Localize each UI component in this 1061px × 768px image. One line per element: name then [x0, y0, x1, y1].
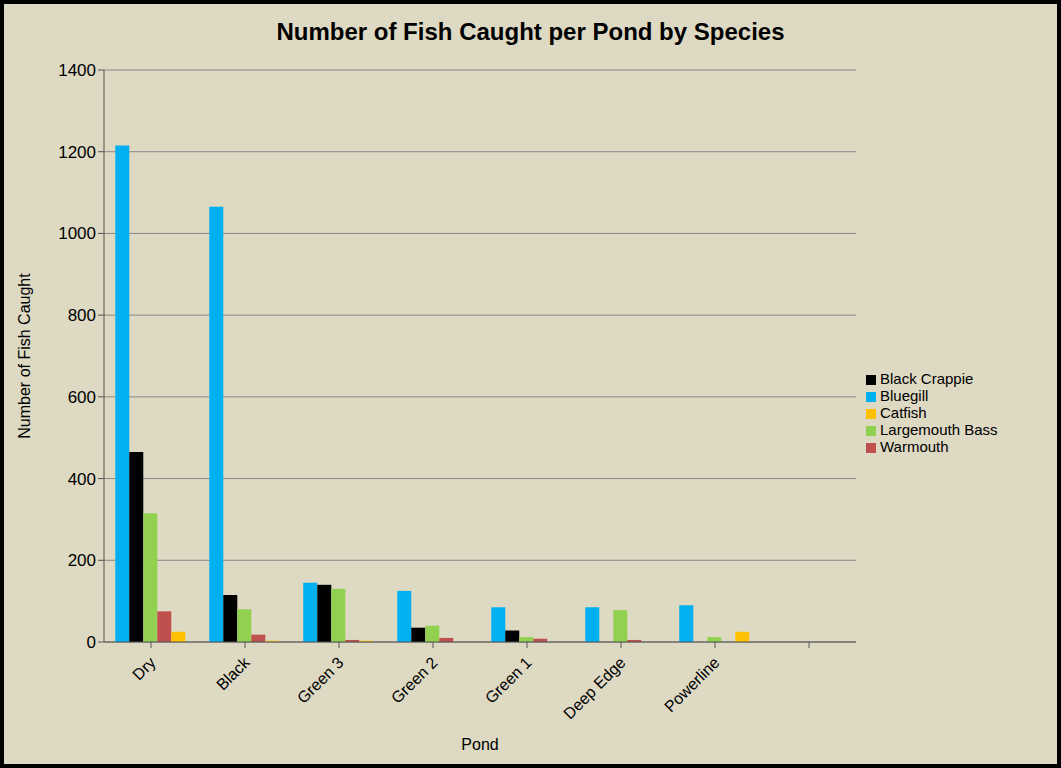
svg-text:Dry: Dry: [129, 654, 159, 684]
svg-text:600: 600: [68, 388, 96, 407]
svg-text:1400: 1400: [58, 61, 96, 80]
svg-text:Deep Edge: Deep Edge: [560, 654, 629, 723]
svg-text:800: 800: [68, 306, 96, 325]
svg-text:0: 0: [87, 633, 96, 652]
svg-text:Black: Black: [213, 653, 253, 693]
html-text:Bluegill: Bluegill: [880, 386, 929, 404]
html-text:Warmouth: Warmouth: [880, 437, 949, 455]
svg-text:400: 400: [68, 470, 96, 489]
svg-text:Number of Fish Caught: Number of Fish Caught: [16, 273, 33, 439]
svg-text:Pond: Pond: [461, 736, 498, 753]
svg-text:Green 1: Green 1: [482, 654, 535, 707]
svg-text:1000: 1000: [58, 224, 96, 243]
svg-text:Powerline: Powerline: [661, 654, 723, 716]
html-text:Catfish: Catfish: [880, 403, 927, 421]
html-text:Largemouth Bass: Largemouth Bass: [880, 420, 998, 438]
svg-text:Green 3: Green 3: [294, 654, 347, 707]
svg-text:1200: 1200: [58, 143, 96, 162]
html-text:Black Crappie: Black Crappie: [880, 369, 974, 387]
svg-text:Green 2: Green 2: [388, 654, 441, 707]
html-text:Number of Fish Caught per Pond: Number of Fish Caught per Pond by Specie…: [276, 18, 785, 45]
svg-text:200: 200: [68, 551, 96, 570]
